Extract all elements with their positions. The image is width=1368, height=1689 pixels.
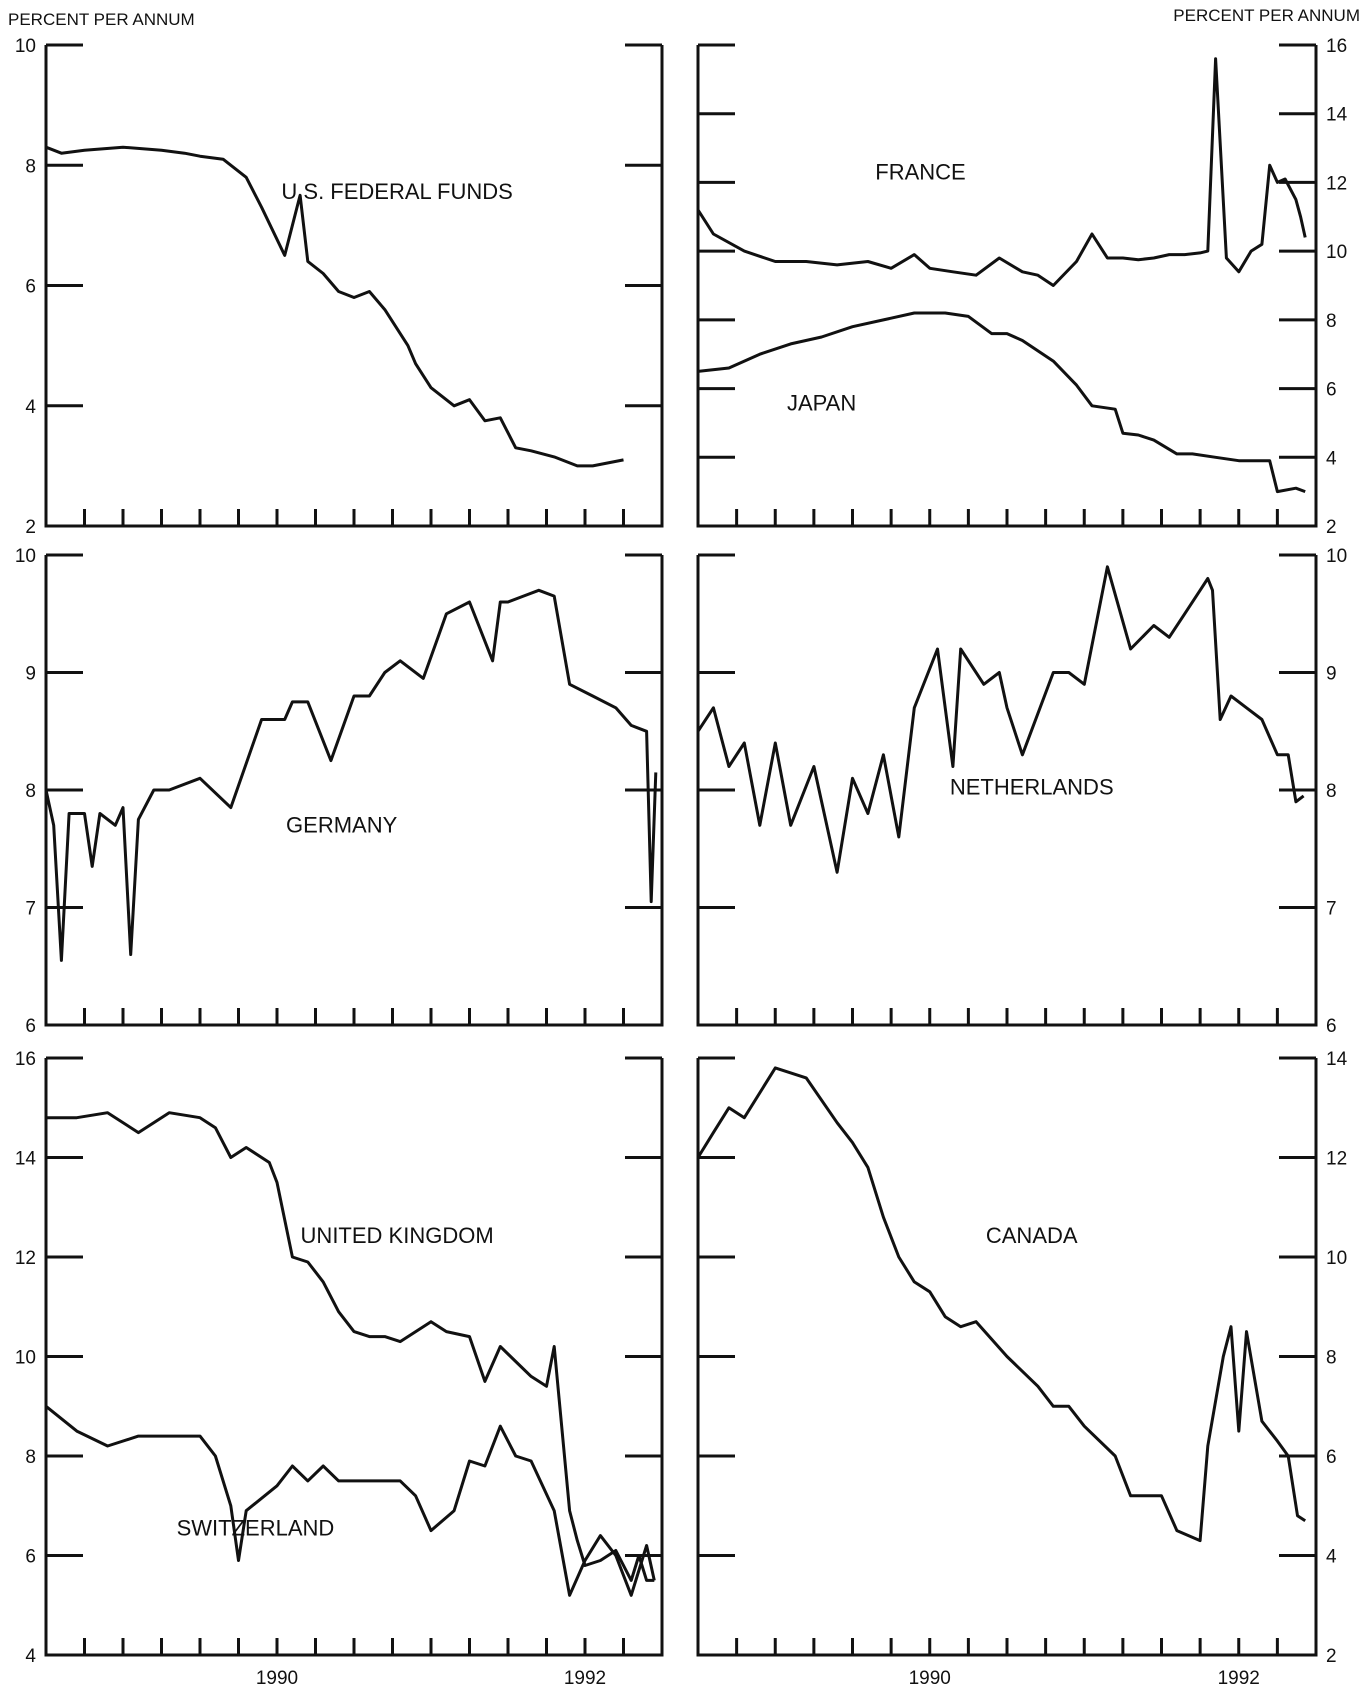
y-tick-label: 8 <box>25 1447 36 1468</box>
y-tick-label: 16 <box>15 1049 36 1070</box>
axis-frame <box>44 1058 664 1657</box>
series-line-u-s-federal-funds <box>45 145 624 468</box>
series-label: SWITZERLAND <box>177 1516 335 1541</box>
y-tick-label: 6 <box>25 277 36 298</box>
y-tick-label: 7 <box>1326 899 1337 920</box>
x-tick-label: 1990 <box>909 1668 951 1689</box>
panel-1: 10 8 6 4 2 U.S. FEDERAL FUNDS <box>15 36 664 538</box>
axis-frame <box>696 45 1318 528</box>
y-tick-label: 14 <box>15 1149 37 1170</box>
panel-3: 10 9 8 7 6 GERMANY <box>15 546 664 1037</box>
series-label: CANADA <box>986 1223 1078 1248</box>
panel-6: 14 12 10 8 6 4 2 1990 1992 CANADA <box>696 1049 1348 1689</box>
y-tick-label: 8 <box>1326 1348 1337 1369</box>
series-line-switzerland <box>45 1405 656 1597</box>
axis-frame <box>44 45 664 528</box>
series-line-united-kingdom <box>46 1111 655 1582</box>
y-tick-label: 10 <box>15 36 36 57</box>
y-tick-label: 8 <box>25 156 36 177</box>
y-tick-label: 16 <box>1326 36 1347 57</box>
y-tick-label: 14 <box>1326 1049 1348 1070</box>
y-tick-label: 10 <box>15 546 36 567</box>
y-tick-label: 7 <box>25 899 36 920</box>
y-tick-label: 8 <box>1326 781 1337 802</box>
series-label: UNITED KINGDOM <box>301 1223 494 1248</box>
y-tick-label: 10 <box>15 1348 36 1369</box>
series-label: GERMANY <box>286 812 398 837</box>
series-line-france <box>696 57 1307 287</box>
y-tick-label: 4 <box>1326 1547 1337 1568</box>
series-label: FRANCE <box>875 160 965 185</box>
y-tick-label: 6 <box>1326 1016 1337 1037</box>
y-tick-label: 8 <box>1326 311 1337 332</box>
y-tick-label: 10 <box>1326 1248 1347 1269</box>
y-tick-label: 6 <box>1326 380 1337 401</box>
panel-4: 10 9 8 7 6 NETHERLANDS <box>696 546 1347 1037</box>
y-tick-label: 10 <box>1326 242 1347 263</box>
y-tick-label: 6 <box>25 1547 36 1568</box>
y-tick-label: 2 <box>1326 517 1337 538</box>
y-tick-label: 12 <box>1326 1149 1347 1170</box>
y-axis-label-left: PERCENT PER ANNUM <box>8 10 195 29</box>
y-tick-label: 6 <box>25 1016 36 1037</box>
series-label: JAPAN <box>787 391 856 416</box>
x-tick-label: 1990 <box>256 1668 298 1689</box>
y-tick-label: 4 <box>25 397 36 418</box>
y-tick-label: 14 <box>1326 105 1348 126</box>
y-tick-label: 12 <box>1326 173 1347 194</box>
series-line-germany <box>44 588 658 962</box>
axis-frame <box>44 555 664 1027</box>
y-tick-label: 2 <box>1326 1646 1337 1667</box>
y-tick-label: 10 <box>1326 546 1347 567</box>
y-tick-label: 6 <box>1326 1447 1337 1468</box>
y-tick-label: 9 <box>25 664 36 685</box>
y-tick-label: 9 <box>1326 664 1337 685</box>
y-tick-label: 4 <box>25 1646 36 1667</box>
series-line-netherlands <box>696 565 1305 874</box>
x-tick-label: 1992 <box>564 1668 606 1689</box>
series-line-japan <box>697 311 1306 494</box>
x-tick-label: 1992 <box>1218 1668 1260 1689</box>
y-tick-label: 8 <box>25 781 36 802</box>
series-line-canada <box>696 1066 1307 1543</box>
panel-5: 16 14 12 10 8 6 4 1990 1992 UNITED KINGDOM SWITZER… <box>15 1049 664 1689</box>
panel-2: 16 14 12 10 8 6 4 2 FRANCE JAPAN <box>696 36 1348 538</box>
series-label: U.S. FEDERAL FUNDS <box>281 179 512 204</box>
y-axis-label-right: PERCENT PER ANNUM <box>1173 6 1360 25</box>
series-label: NETHERLANDS <box>950 775 1114 800</box>
y-tick-label: 4 <box>1326 448 1337 469</box>
y-tick-label: 12 <box>15 1248 36 1269</box>
y-tick-label: 2 <box>25 517 36 538</box>
